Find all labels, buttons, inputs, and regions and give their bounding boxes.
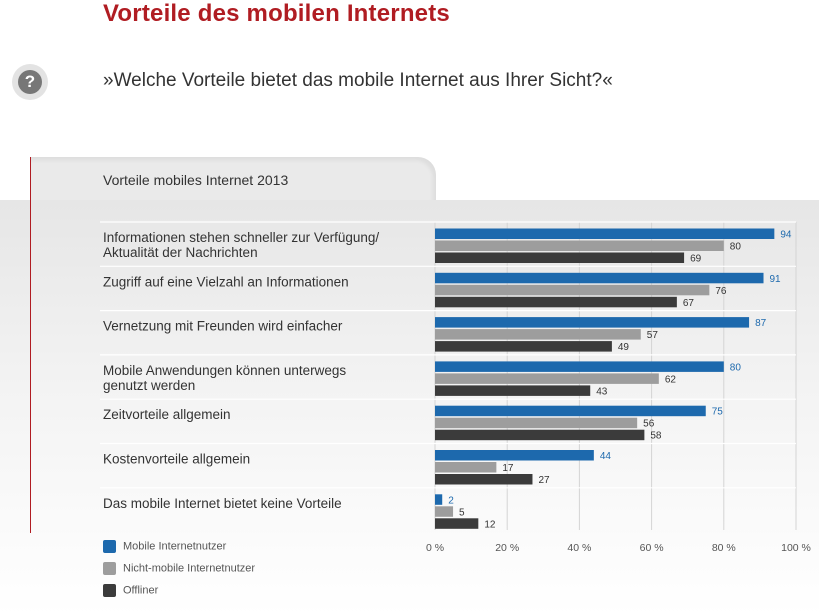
bar: [435, 284, 710, 296]
bar: [435, 429, 645, 441]
bar: [435, 450, 594, 461]
category-label: genutzt werden: [103, 378, 195, 393]
chart-tab: [30, 157, 436, 200]
legend-label: Mobile Internetnutzer: [123, 540, 227, 553]
page-title: Vorteile des mobilen Internets: [103, 0, 450, 27]
category-label: Kostenvorteile allgemein: [103, 452, 250, 467]
data-label: 2: [448, 495, 454, 506]
tick-label: 80 %: [712, 542, 736, 554]
bar: [435, 341, 612, 352]
data-label: 44: [600, 451, 612, 462]
chart-title: Vorteile mobiles Internet 2013: [103, 172, 289, 188]
category-label: Zugriff auf eine Vielzahl an Information…: [103, 274, 349, 289]
legend-label: Offliner: [123, 584, 159, 597]
data-label: 12: [484, 519, 496, 530]
bar: [435, 361, 724, 372]
category-label: Das mobile Internet bietet keine Vorteil…: [103, 496, 342, 511]
bar: [435, 518, 479, 529]
legend-label: Nicht-mobile Internetnutzer: [123, 562, 256, 575]
bar: [435, 252, 685, 263]
data-label: 58: [650, 431, 662, 442]
tick-label: 100 %: [781, 542, 811, 554]
legend-item-nonmobile: Nicht-mobile Internetnutzer: [103, 562, 255, 576]
data-label: 75: [712, 407, 724, 418]
data-label: 56: [643, 419, 655, 430]
bar: [435, 474, 533, 485]
data-label: 62: [665, 374, 677, 385]
data-label: 43: [596, 386, 608, 397]
tick-label: 60 %: [640, 542, 664, 554]
legend-swatch: [103, 584, 116, 597]
bar: [435, 506, 454, 517]
accent-line: [30, 157, 31, 533]
bar: [435, 240, 724, 251]
bar: [435, 329, 641, 340]
tick-label: 20 %: [495, 542, 519, 554]
bar: [435, 296, 677, 308]
tick-label: 40 %: [567, 542, 591, 554]
category-label: Informationen stehen schneller zur Verfü…: [103, 230, 379, 245]
data-label: 67: [683, 298, 695, 309]
bar: [435, 494, 443, 505]
legend-swatch: [103, 562, 116, 575]
data-label: 57: [647, 330, 659, 341]
bar: [435, 373, 659, 384]
legend-swatch: [103, 540, 116, 553]
data-label: 17: [502, 463, 514, 474]
legend-item-offliner: Offliner: [103, 584, 158, 598]
bar: [435, 405, 706, 417]
data-label: 49: [618, 342, 630, 353]
data-label: 5: [459, 507, 465, 518]
bar: [435, 385, 591, 396]
category-label: Vernetzung mit Freunden wird einfacher: [103, 319, 343, 334]
data-label: 87: [755, 318, 767, 329]
category-label: Mobile Anwendungen können unterwegs: [103, 363, 346, 378]
data-label: 80: [730, 242, 742, 253]
data-label: 94: [780, 230, 792, 241]
data-label: 76: [715, 286, 727, 297]
survey-question: »Welche Vorteile bietet das mobile Inter…: [103, 70, 613, 91]
legend-item-mobile: Mobile Internetnutzer: [103, 540, 226, 554]
bar: [435, 317, 750, 328]
data-label: 69: [690, 254, 702, 265]
bar: [435, 228, 775, 239]
tick-label: 0 %: [426, 542, 444, 554]
data-label: 27: [538, 475, 550, 486]
category-label: Aktualität der Nachrichten: [103, 245, 258, 260]
data-label: 91: [770, 274, 782, 285]
data-label: 80: [730, 362, 742, 373]
bar: [435, 272, 764, 284]
bar: [435, 417, 638, 429]
question-mark-icon: ?: [12, 64, 48, 100]
category-label: Zeitvorteile allgemein: [103, 407, 231, 422]
bar: [435, 462, 497, 473]
